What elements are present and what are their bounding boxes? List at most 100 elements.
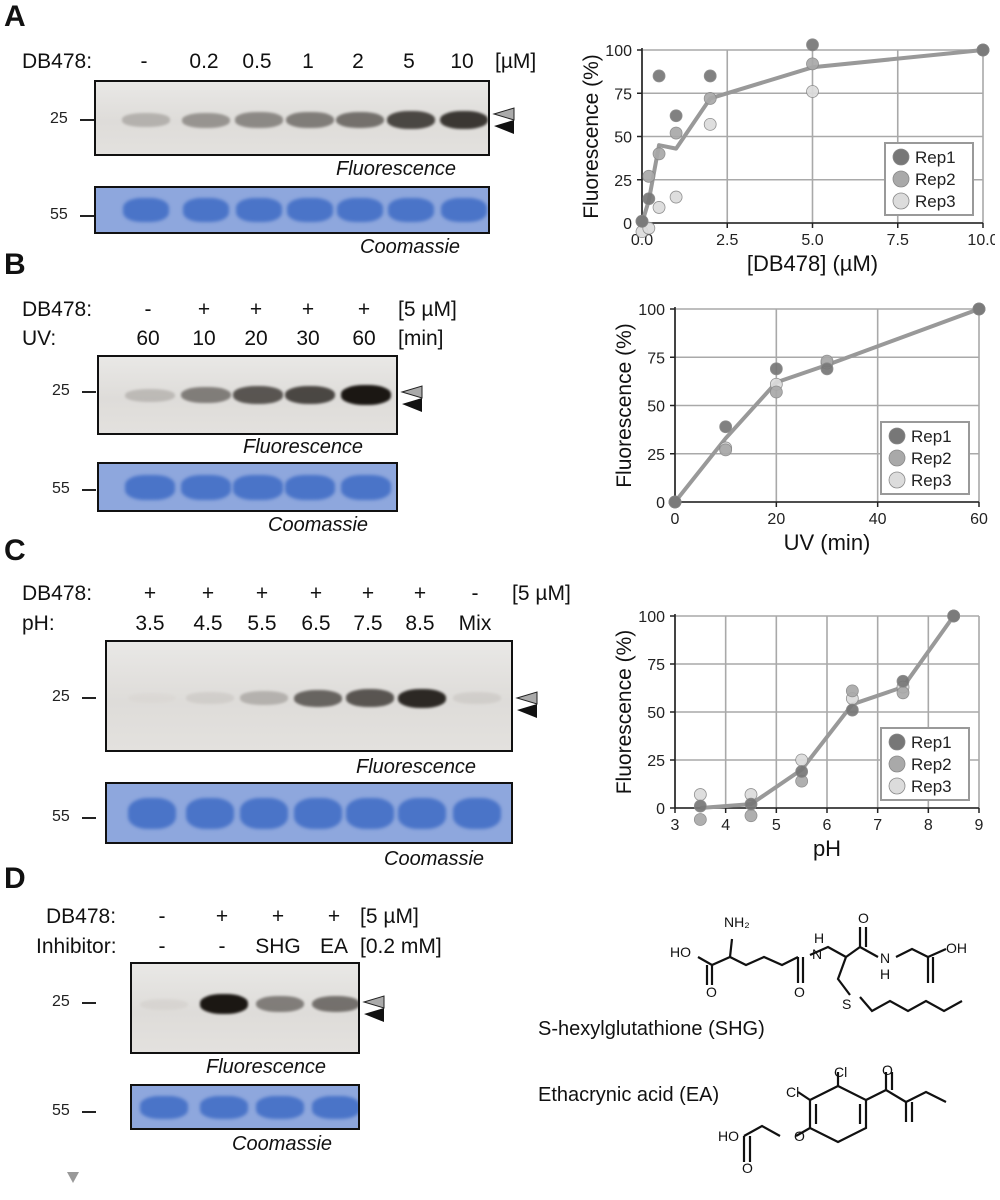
lane-label: 8.5 — [405, 612, 435, 635]
lane-label: 10 — [450, 50, 474, 73]
x-axis-label: [DB478] (µM) — [747, 251, 878, 276]
legend-label: Rep3 — [911, 777, 952, 796]
mw-55-marker: 55 — [52, 808, 70, 825]
db478-label: DB478: — [22, 50, 93, 73]
coomassie-band — [235, 198, 283, 222]
data-point-rep3 — [669, 190, 683, 204]
lane-label: EA — [319, 935, 349, 958]
fluorescence-band — [311, 995, 358, 1013]
y-tick-label: 100 — [605, 43, 632, 60]
x-tick-label: 5 — [772, 817, 781, 834]
lane-label: - — [218, 935, 226, 958]
coomassie-gel-c — [105, 782, 513, 844]
x-tick-label: 0.0 — [631, 232, 653, 249]
coomassie-band — [398, 797, 446, 829]
coomassie-band — [233, 474, 283, 500]
chart-ph: 0 25 50 75 100 3 4 5 6 7 8 9 pH Fluorescence (%) Rep1 R… — [613, 609, 984, 861]
coomassie-band — [186, 797, 234, 829]
y-tick-label: 0 — [623, 216, 632, 233]
lane-label: + — [143, 582, 157, 605]
x-tick-label: 20 — [767, 511, 785, 528]
mw-tick — [80, 119, 94, 121]
fluorescence-band — [336, 111, 384, 129]
ea-atom-o: O — [742, 1160, 753, 1176]
y-tick-label: 25 — [647, 447, 665, 464]
concentration-unit: [5 µM] — [512, 582, 571, 605]
y-axis-label: Fluorescence (%) — [613, 323, 636, 488]
inhibitor-label: Inhibitor: — [36, 935, 117, 958]
concentration-unit: [µM] — [495, 50, 537, 73]
coomassie-band — [182, 198, 230, 222]
ea-name: Ethacrynic acid (EA) — [538, 1084, 720, 1106]
data-point-rep1 — [652, 69, 666, 83]
coomassie-caption: Coomassie — [384, 848, 485, 870]
fluorescence-band — [182, 112, 230, 128]
chart-concentration: 0 25 50 75 100 0.0 2.5 5.0 7.5 10.0 [DB478] (µM) Fl… — [580, 38, 995, 276]
data-point-rep1 — [669, 109, 683, 123]
fluorescence-band — [232, 386, 284, 404]
lane-label: SHG — [255, 935, 301, 958]
data-point-rep1 — [668, 495, 682, 509]
ea-atom-ho: HO — [718, 1128, 739, 1144]
data-point-rep1 — [795, 765, 809, 778]
x-tick-label: 8 — [924, 817, 933, 834]
fluorescence-band — [345, 689, 395, 707]
data-point-rep3 — [795, 753, 809, 767]
uv-label: UV: — [22, 327, 57, 350]
y-tick-label: 100 — [638, 302, 665, 319]
coomassie-band — [181, 474, 231, 500]
shg-atom-h: H — [880, 966, 891, 982]
x-tick-label: 7.5 — [887, 232, 909, 249]
x-tick-label: 10.0 — [967, 232, 995, 249]
shg-atom-nh2: NH₂ — [724, 914, 750, 930]
shg-atom-h: H — [814, 930, 825, 946]
coomassie-band — [140, 1095, 188, 1119]
fluorescence-band — [235, 112, 283, 128]
lane-label: + — [249, 298, 263, 321]
legend-label: Rep3 — [915, 192, 956, 211]
data-point-rep2 — [703, 92, 717, 105]
mw-55-marker: 55 — [52, 480, 70, 497]
data-point-rep1 — [976, 43, 990, 57]
lane-label: 4.5 — [193, 612, 223, 635]
lane-label: - — [158, 905, 166, 928]
legend-marker — [888, 427, 906, 445]
fluorescence-band — [255, 996, 305, 1012]
mw-tick — [82, 1111, 96, 1113]
data-point-rep2 — [769, 385, 783, 399]
panel-label-a: A — [4, 0, 26, 33]
y-tick-label: 50 — [647, 705, 665, 722]
mw-tick — [80, 215, 94, 217]
fluorescence-caption: Fluorescence — [336, 158, 457, 180]
fluorescence-caption: Fluorescence — [206, 1056, 327, 1078]
x-tick-label: 7 — [873, 817, 882, 834]
fluorescence-band — [124, 388, 176, 402]
lane-label: Mix — [458, 612, 492, 635]
data-point-rep2 — [719, 443, 733, 457]
lane-label: + — [255, 582, 269, 605]
coomassie-band — [256, 1095, 304, 1119]
coomassie-caption: Coomassie — [268, 514, 369, 536]
y-axis-label: Fluorescence (%) — [613, 630, 636, 795]
shg-atom-n: N — [880, 950, 891, 966]
y-tick-label: 0 — [656, 495, 665, 512]
fluorescence-caption: Fluorescence — [356, 756, 477, 778]
mw-25-marker: 25 — [52, 382, 70, 399]
db478-label: DB478: — [22, 298, 93, 321]
lane-label: + — [215, 905, 229, 928]
coomassie-band — [453, 797, 501, 829]
coomassie-band — [387, 198, 435, 222]
mean-line — [700, 614, 956, 810]
shg-atom-o: O — [794, 984, 805, 1000]
mw-25-marker: 25 — [52, 688, 70, 705]
panel-label-d: D — [4, 862, 26, 895]
time-unit: [min] — [398, 327, 444, 350]
concentration-unit: [5 µM] — [398, 298, 457, 321]
data-point-rep1 — [820, 362, 834, 376]
fluorescence-band — [127, 692, 177, 704]
fluorescence-band — [440, 110, 488, 130]
data-point-rep2 — [806, 57, 819, 71]
lane-label: + — [301, 298, 315, 321]
fluorescence-band — [293, 689, 343, 707]
fluorescence-band — [387, 111, 435, 129]
